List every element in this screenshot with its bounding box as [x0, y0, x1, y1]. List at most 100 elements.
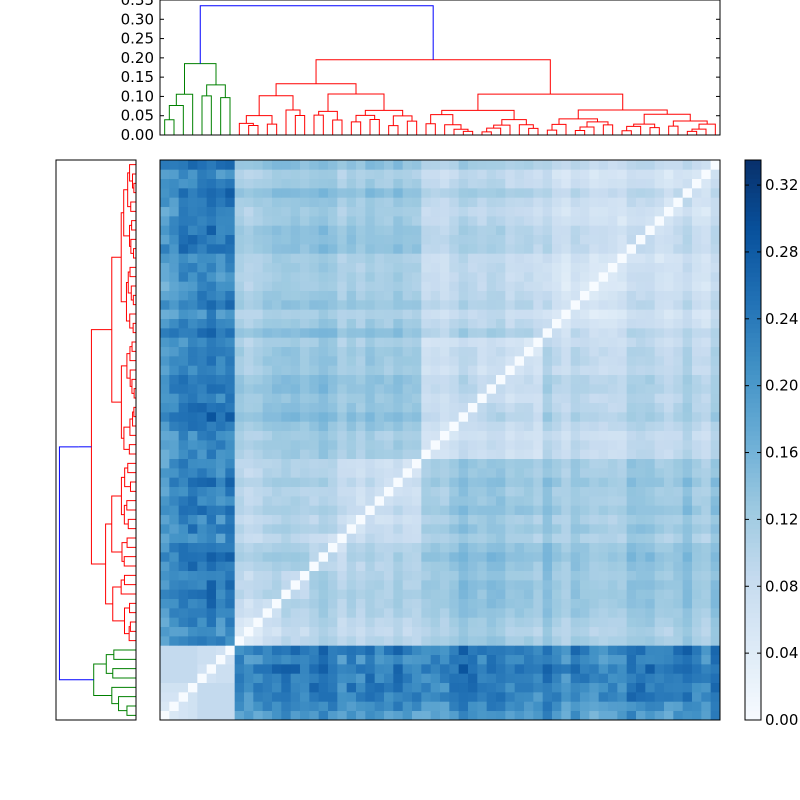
heatmap-cell	[346, 542, 357, 553]
heatmap-cell	[524, 300, 534, 310]
colorbar-segment	[745, 244, 761, 250]
heatmap-cell	[496, 561, 506, 572]
heatmap-cell	[617, 505, 628, 516]
heatmap-cell	[281, 654, 292, 665]
heatmap-cell	[300, 169, 310, 180]
heatmap-cell	[458, 570, 469, 581]
heatmap-cell	[440, 309, 450, 320]
heatmap-cell	[570, 384, 581, 394]
heatmap-cell	[458, 374, 469, 385]
heatmap-cell	[654, 309, 665, 320]
heatmap-cell	[682, 300, 693, 310]
heatmap-cell	[570, 533, 581, 544]
heatmap-cell	[421, 580, 432, 590]
heatmap-cell	[645, 673, 656, 684]
heatmap-cell	[216, 496, 226, 506]
heatmap-cell	[384, 654, 394, 665]
heatmap-cell	[589, 449, 600, 460]
heatmap-cell	[468, 178, 478, 189]
heatmap-cell	[598, 682, 609, 693]
heatmap-cell	[253, 160, 264, 170]
heatmap-cell	[160, 374, 170, 385]
heatmap-cell	[580, 477, 590, 488]
heatmap-cell	[598, 692, 609, 702]
heatmap-cell	[664, 393, 674, 404]
heatmap-cell	[421, 272, 432, 282]
heatmap-cell	[598, 234, 609, 245]
heatmap-cell	[197, 300, 208, 310]
heatmap-cell	[701, 440, 712, 450]
heatmap-cell	[449, 365, 460, 376]
heatmap-cell	[384, 598, 394, 609]
heatmap-cell	[365, 253, 376, 264]
heatmap-cell	[272, 402, 282, 413]
heatmap-cell	[412, 673, 422, 684]
heatmap-cell	[542, 617, 553, 628]
heatmap-cell	[216, 178, 226, 189]
heatmap-cell	[710, 384, 721, 394]
heatmap-cell	[374, 542, 385, 553]
heatmap-cell	[178, 262, 189, 273]
heatmap-cell	[393, 617, 404, 628]
heatmap-cell	[356, 160, 366, 170]
heatmap-cell	[412, 216, 422, 226]
heatmap-cell	[496, 458, 506, 469]
heatmap-cell	[608, 281, 618, 292]
heatmap-cell	[626, 272, 637, 282]
heatmap-cell	[580, 589, 590, 600]
heatmap-cell	[682, 449, 693, 460]
heatmap-cell	[234, 673, 245, 684]
heatmap-cell	[617, 328, 628, 338]
heatmap-cell	[188, 570, 198, 581]
heatmap-cell	[692, 328, 702, 338]
heatmap-cell	[514, 318, 525, 329]
heatmap-cell	[701, 664, 712, 674]
heatmap-cell	[552, 421, 562, 432]
heatmap-cell	[673, 412, 684, 422]
heatmap-cell	[402, 636, 413, 646]
heatmap-cell	[449, 692, 460, 702]
heatmap-cell	[365, 458, 376, 469]
heatmap-cell	[542, 290, 553, 301]
colorbar-tick-label: 0.32	[765, 176, 798, 194]
heatmap-cell	[160, 234, 170, 245]
heatmap-cell	[384, 225, 394, 236]
heatmap-cell	[318, 169, 329, 180]
heatmap-cell	[206, 262, 217, 273]
heatmap-cell	[216, 160, 226, 170]
heatmap-cell	[608, 458, 618, 469]
heatmap-cell	[365, 262, 376, 273]
heatmap-cell	[692, 253, 702, 264]
heatmap-cell	[384, 701, 394, 712]
heatmap-cell	[617, 160, 628, 170]
heatmap-cell	[664, 197, 674, 208]
colorbar-segment	[745, 608, 761, 614]
heatmap-cell	[318, 654, 329, 665]
heatmap-cell	[570, 300, 581, 310]
heatmap-cell	[244, 570, 254, 581]
heatmap-cell	[337, 169, 348, 180]
heatmap-cell	[160, 216, 170, 226]
heatmap-cell	[328, 477, 338, 488]
heatmap-cell	[664, 598, 674, 609]
heatmap-cell	[421, 197, 432, 208]
heatmap-cell	[458, 654, 469, 665]
heatmap-cell	[430, 692, 441, 702]
heatmap-cell	[412, 384, 422, 394]
heatmap-cell	[570, 580, 581, 590]
heatmap-cell	[169, 346, 180, 357]
heatmap-cell	[477, 533, 488, 544]
heatmap-cell	[384, 328, 394, 338]
heatmap-cell	[272, 542, 282, 553]
heatmap-cell	[533, 337, 544, 348]
heatmap-cell	[496, 710, 506, 721]
heatmap-cell	[328, 216, 338, 226]
heatmap-cell	[654, 421, 665, 432]
heatmap-cell	[636, 673, 646, 684]
heatmap-cell	[552, 393, 562, 404]
heatmap-cell	[272, 272, 282, 282]
heatmap-cell	[682, 412, 693, 422]
colorbar-segment	[745, 290, 761, 296]
heatmap-cell	[262, 449, 273, 460]
heatmap-cell	[654, 458, 665, 469]
